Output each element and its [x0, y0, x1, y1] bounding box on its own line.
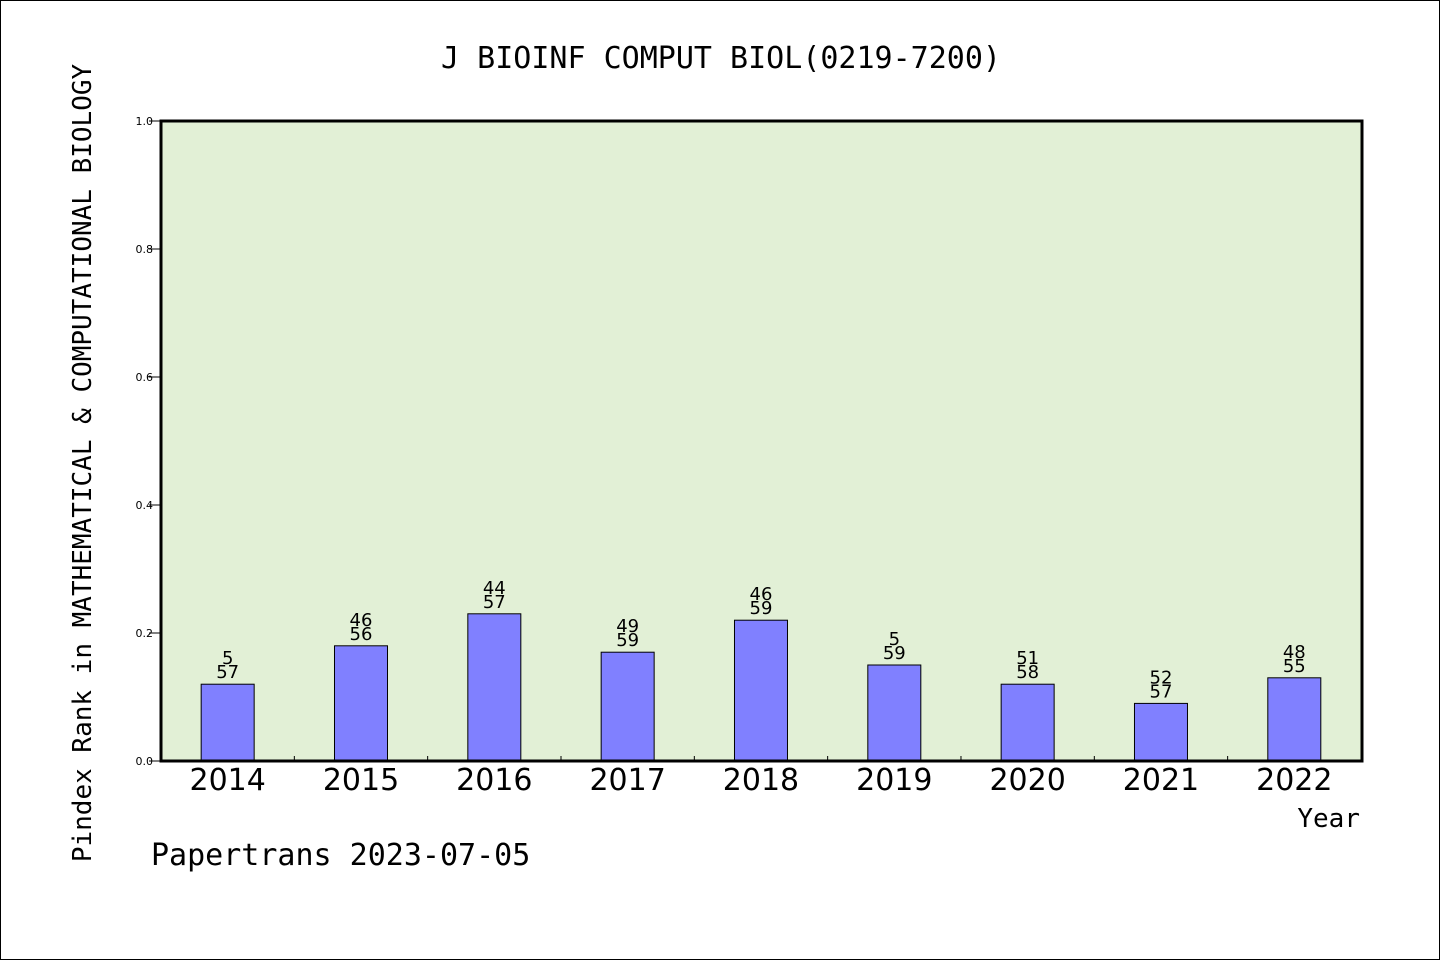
y-tick-label: 0.4	[136, 499, 154, 512]
bar-rank-label: 51	[1016, 648, 1039, 669]
bar-rank-label: 46	[750, 584, 773, 605]
x-tick-label-2014: 2014	[189, 763, 265, 798]
bar-rank-label: 44	[483, 578, 506, 599]
chart-title: J BIOINF COMPUT BIOL(0219-7200)	[441, 41, 1001, 76]
bar-rank-label: 5	[889, 629, 900, 650]
y-tick-label: 0.6	[136, 371, 154, 384]
bar-total-label: 57	[216, 662, 239, 683]
x-axis: 2014 2015 2016 2017 2018 2019 2020 2021 2022	[189, 756, 1332, 798]
y-tick-label: 0.0	[136, 755, 154, 768]
y-tick-label: 1.0	[136, 115, 154, 128]
x-tick-label-2022: 2022	[1256, 763, 1332, 798]
bar-rank-label: 46	[350, 610, 373, 631]
bar-rank-label: 5	[222, 648, 233, 669]
x-axis-label: Year	[1297, 804, 1360, 834]
bar-2021	[1133, 702, 1188, 762]
bar-total-label: 59	[750, 598, 773, 619]
bar-total-label: 57	[483, 592, 506, 613]
bar-total-label: 59	[883, 643, 906, 664]
y-axis: 0.0 0.2 0.4 0.6 0.8 1.0	[136, 115, 161, 768]
bar-2017	[600, 651, 655, 762]
bar-rank-label: 49	[616, 616, 639, 637]
bar-2019	[867, 664, 922, 762]
x-tick-label-2016: 2016	[456, 763, 532, 798]
bar-total-label: 57	[1150, 681, 1173, 702]
bar-2015	[333, 645, 388, 762]
bar-rank-label: 52	[1150, 667, 1173, 688]
bar-2020	[1000, 683, 1055, 762]
x-tick-label-2019: 2019	[856, 763, 932, 798]
bar-rank-label: 48	[1283, 642, 1306, 663]
bar-total-label: 56	[350, 624, 373, 645]
bars-group	[200, 613, 1322, 762]
bar-total-label: 59	[616, 630, 639, 651]
y-tick-label: 0.8	[136, 243, 154, 256]
bar-2022	[1267, 677, 1322, 762]
x-tick-label-2017: 2017	[589, 763, 665, 798]
x-tick-label-2015: 2015	[323, 763, 399, 798]
bar-2014	[200, 683, 255, 762]
x-tick-label-2020: 2020	[989, 763, 1065, 798]
bar-total-label: 58	[1016, 662, 1039, 683]
x-tick-label-2021: 2021	[1123, 763, 1199, 798]
bar-2016	[467, 613, 522, 762]
y-axis-label: Pindex Rank in MATHEMATICAL & COMPUTATIO…	[68, 63, 98, 862]
bar-2018	[733, 619, 788, 762]
plot-border	[159, 119, 1364, 763]
footer-credit: Papertrans 2023-07-05	[151, 838, 530, 873]
x-tick-label-2018: 2018	[723, 763, 799, 798]
bar-total-label: 55	[1283, 656, 1306, 677]
y-tick-label: 0.2	[136, 627, 154, 640]
